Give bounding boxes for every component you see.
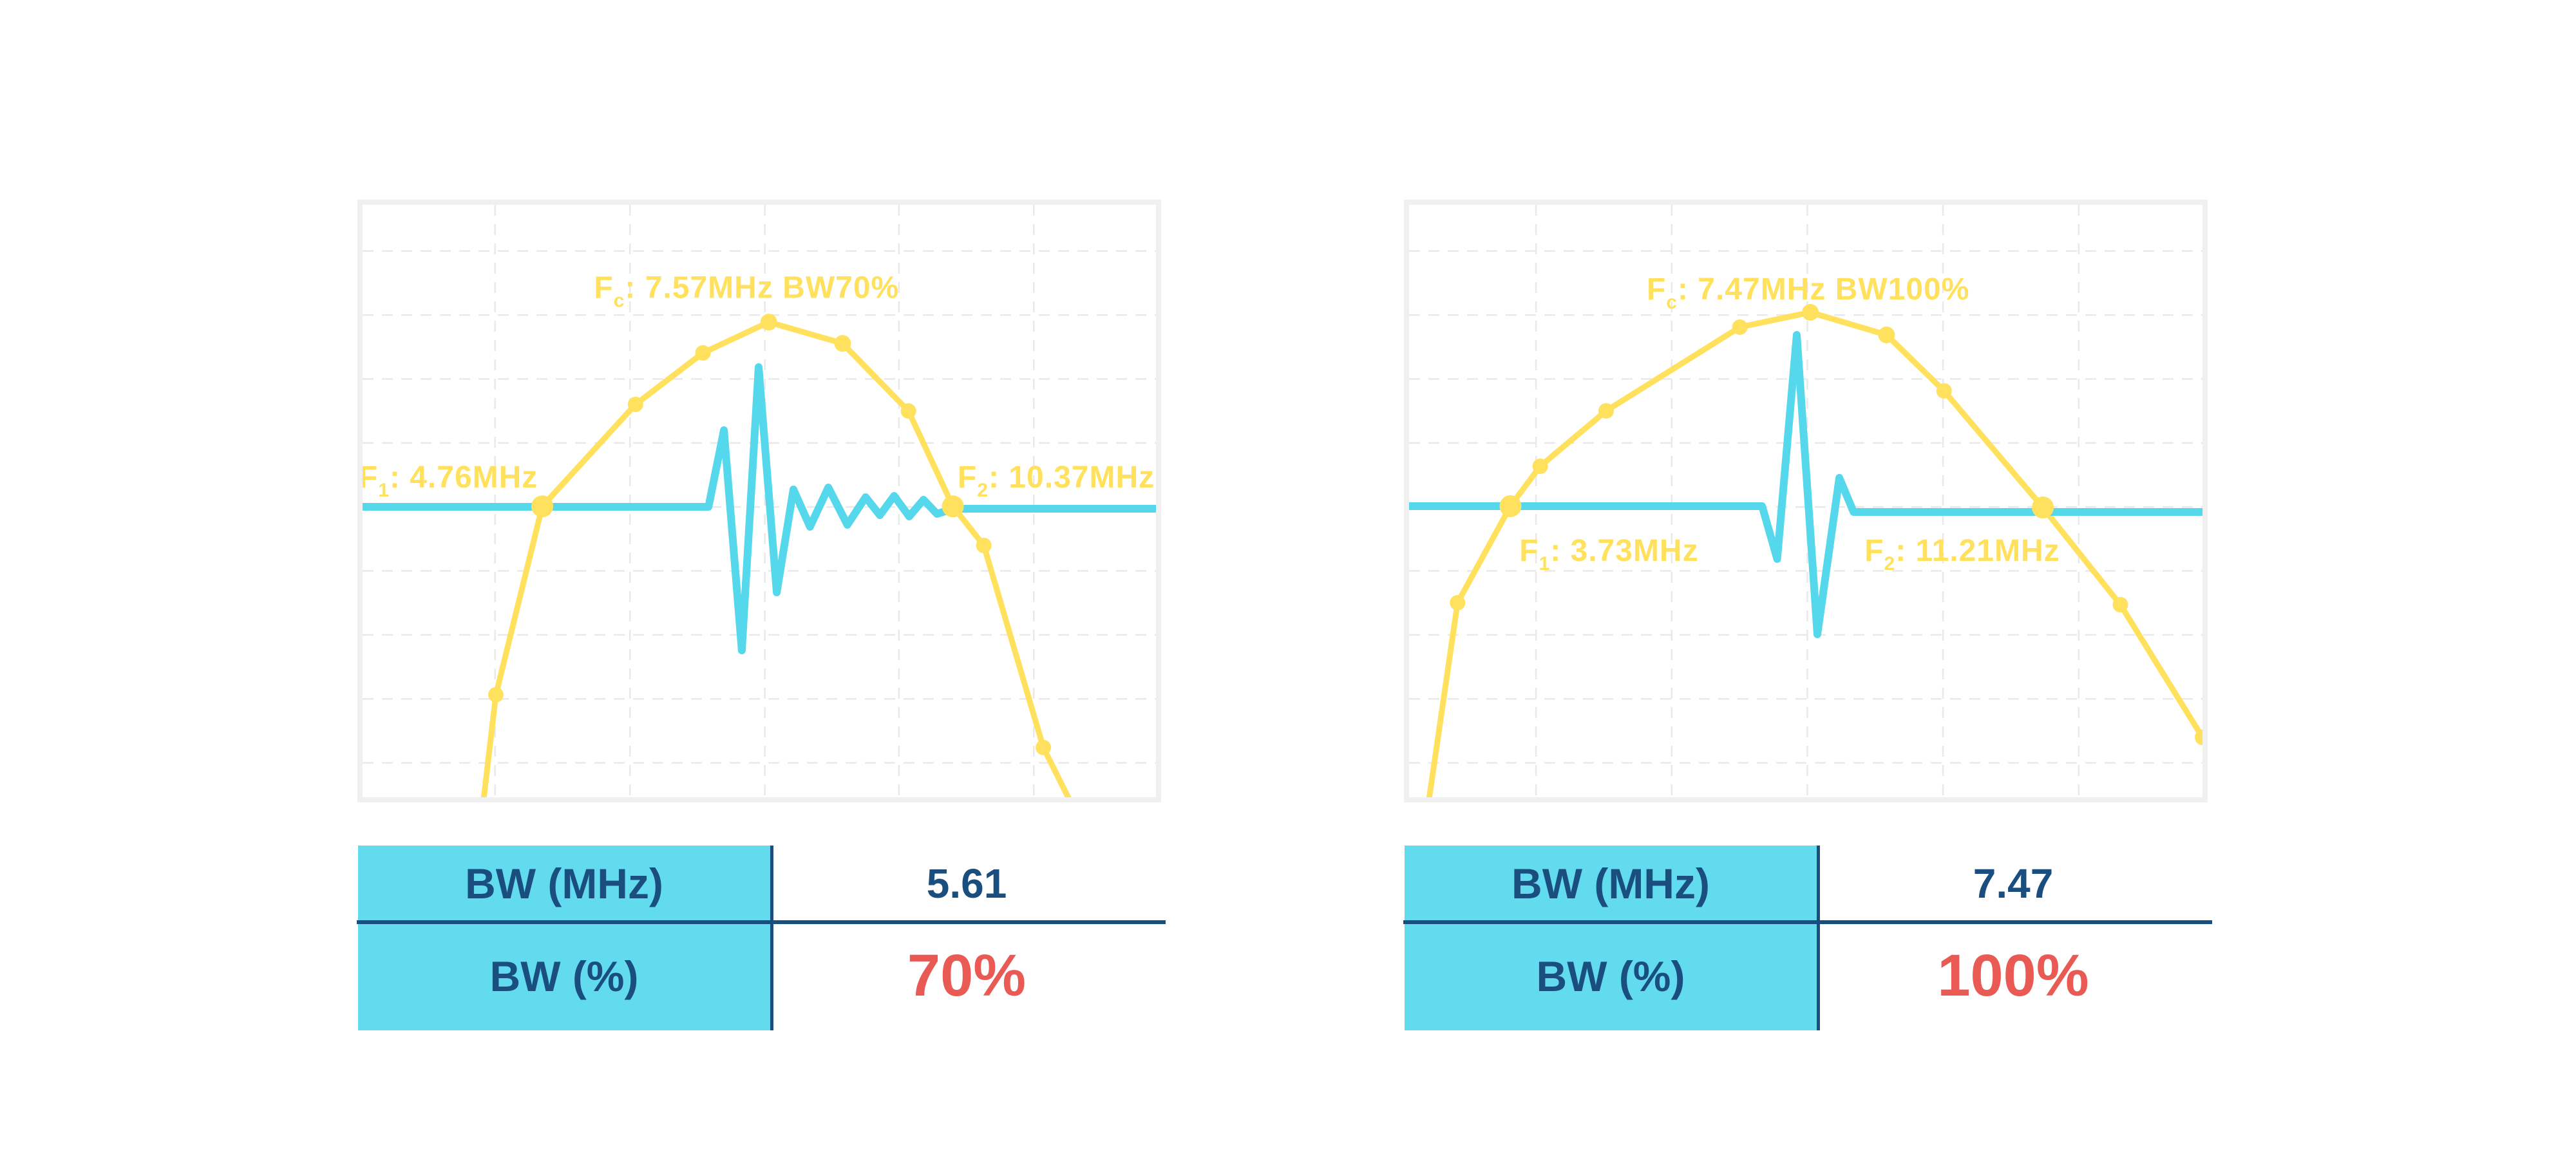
- spectrum-marker-dot: [2195, 729, 2202, 745]
- spectrum-marker-dot: [942, 495, 964, 518]
- bw-pct-value: 100%: [1937, 943, 2089, 1008]
- spectrum-marker-dot: [488, 686, 504, 703]
- bw-mhz-label: BW (MHz): [1511, 860, 1710, 907]
- spectrum-curve: [1426, 309, 2202, 797]
- spectrum-marker-dot: [834, 335, 851, 352]
- table-row: BW (%) 100%: [1405, 922, 2210, 1030]
- spectrum-chart-frame-left: Fc: 7.57MHz BW70% F1: 4.76MHz F2: 10.37M…: [357, 200, 1161, 802]
- bw-mhz-label: BW (MHz): [465, 860, 663, 907]
- spectrum-marker-dot: [2112, 597, 2128, 612]
- bw-mhz-label-cell: BW (MHz): [358, 846, 770, 922]
- spectrum-chart-frame-right: Fc: 7.47MHz BW100% F1: 3.73MHz F2: 11.21…: [1404, 200, 2208, 802]
- bw-mhz-value: 7.47: [1973, 860, 2054, 907]
- spectrum-chart-left: Fc: 7.57MHz BW70% F1: 4.76MHz F2: 10.37M…: [363, 205, 1156, 797]
- spectrum-marker-dot: [1802, 303, 1819, 321]
- spectrum-marker-dot: [1532, 458, 1548, 474]
- bw-pct-value-cell: 100%: [1817, 922, 2210, 1030]
- bw-mhz-label-cell: BW (MHz): [1405, 846, 1817, 922]
- spectrum-curve: [480, 319, 1072, 797]
- bw-table-left: BW (MHz) 5.61 BW (%) 70%: [357, 846, 1166, 1030]
- spectrum-marker-dot: [1499, 495, 1522, 518]
- spectrum-marker-dot: [2032, 497, 2054, 519]
- bw-pct-value-cell: 70%: [770, 922, 1163, 1030]
- table-row: BW (MHz) 7.47: [1405, 846, 2210, 922]
- spectrum-marker-dot: [1036, 739, 1052, 755]
- table-row: BW (%) 70%: [358, 922, 1163, 1030]
- grid: [363, 205, 1156, 797]
- bw-pct-label: BW (%): [489, 952, 639, 1000]
- spectrum-marker-dot: [1598, 402, 1615, 419]
- spectrum-marker-dot: [531, 495, 554, 518]
- bw-pct-label-cell: BW (%): [358, 922, 770, 1030]
- spectrum-marker-dot: [627, 397, 643, 413]
- table-row: BW (MHz) 5.61: [358, 846, 1163, 922]
- spectrum-marker-dot: [976, 538, 992, 553]
- table-column-divider: [770, 846, 773, 1030]
- bw-mhz-value: 5.61: [926, 860, 1007, 907]
- spectrum-marker-dot: [1936, 383, 1952, 399]
- bw-table-right: BW (MHz) 7.47 BW (%) 100%: [1403, 846, 2212, 1030]
- bw-mhz-value-cell: 5.61: [770, 846, 1163, 922]
- spectrum-marker-dot: [1450, 594, 1466, 610]
- table-row-divider: [1403, 920, 2212, 924]
- fc-annotation: Fc: 7.57MHz BW70%: [594, 270, 899, 311]
- spectrum-marker-dot: [695, 345, 711, 361]
- fc-annotation: Fc: 7.47MHz BW100%: [1647, 272, 1969, 313]
- table-row-divider: [357, 920, 1166, 924]
- spectrum-marker-dot: [900, 403, 916, 419]
- table-column-divider: [1817, 846, 1820, 1030]
- bw-pct-label: BW (%): [1536, 952, 1685, 1000]
- spectrum-chart-right: Fc: 7.47MHz BW100% F1: 3.73MHz F2: 11.21…: [1409, 205, 2202, 797]
- f1-annotation: F1: 4.76MHz: [363, 460, 538, 501]
- spectrum-marker-dot: [1732, 319, 1748, 335]
- pulse-waveform: [363, 363, 1156, 654]
- bw-mhz-value-cell: 7.47: [1817, 846, 2210, 922]
- f2-annotation: F2: 10.37MHz: [958, 460, 1155, 501]
- bw-pct-label-cell: BW (%): [1405, 922, 1817, 1030]
- spectrum-marker-dot: [1878, 326, 1895, 344]
- f1-annotation: F1: 3.73MHz: [1519, 534, 1698, 574]
- spectrum-marker-dot: [760, 314, 777, 331]
- bw-pct-value: 70%: [907, 943, 1027, 1008]
- f2-annotation: F2: 11.21MHz: [1864, 534, 2060, 574]
- pulse-waveform: [1409, 331, 2202, 638]
- grid: [1409, 205, 2202, 797]
